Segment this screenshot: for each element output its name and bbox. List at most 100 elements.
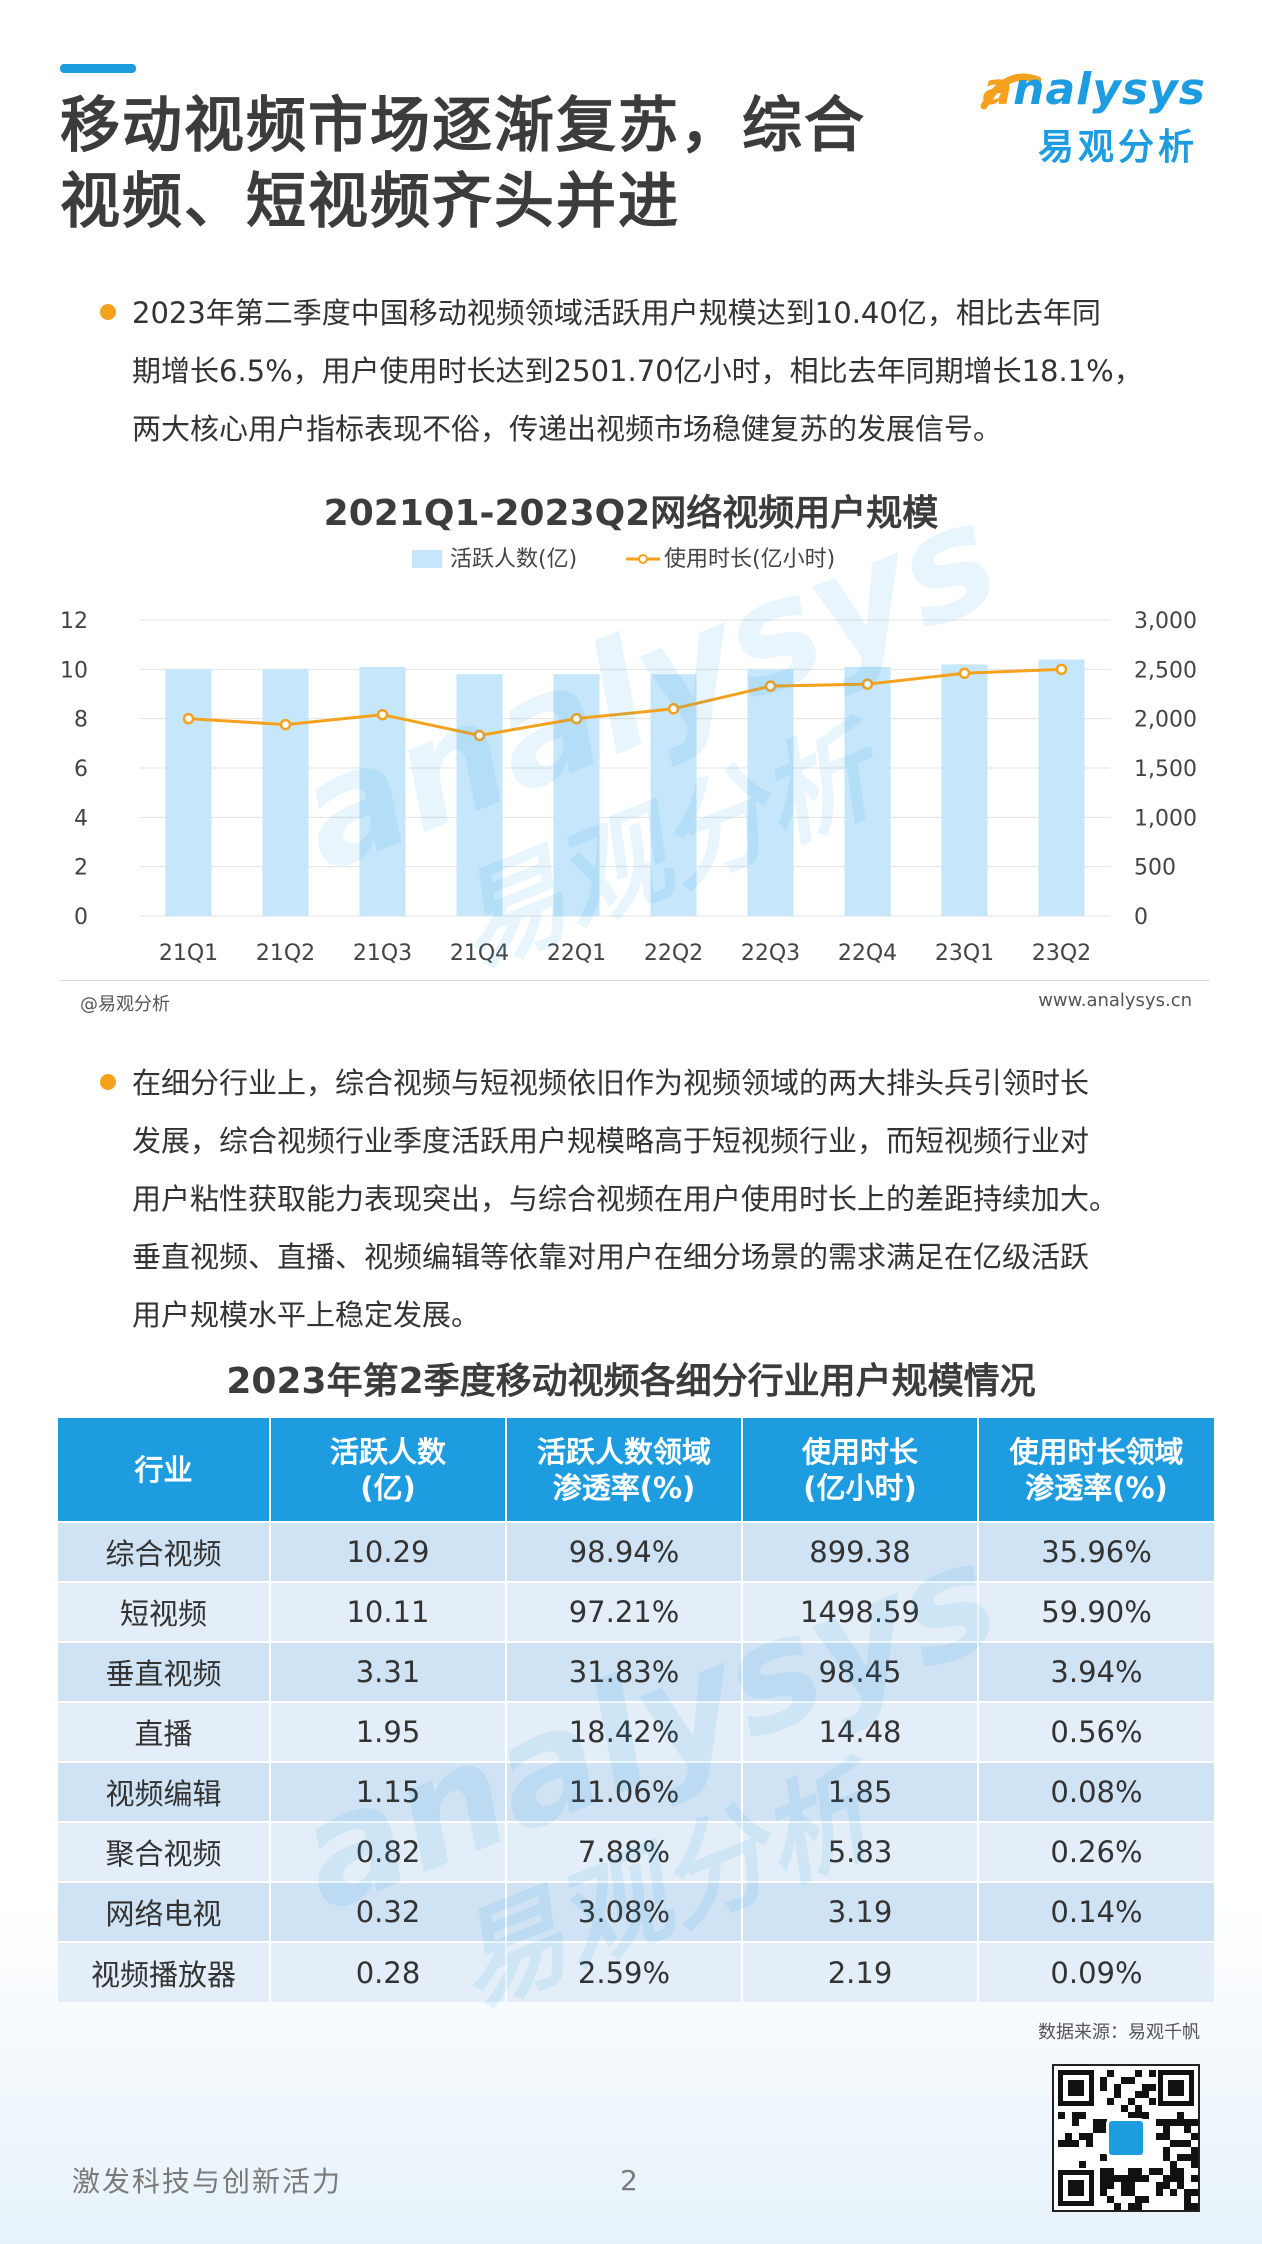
table-cell-usage-time: 5.83 <box>742 1821 979 1882</box>
qr-module <box>1128 2077 1135 2084</box>
table-cell-usage-penetration: 59.90% <box>978 1581 1214 1642</box>
qr-module <box>1107 2168 1114 2175</box>
qr-module <box>1135 2070 1142 2077</box>
header-active-penetration: 活跃人数领域 渗透率(%) <box>506 1418 743 1522</box>
table-row: 综合视频 10.29 98.94% 899.38 35.96% <box>58 1521 1214 1582</box>
qr-module <box>1177 2154 1184 2161</box>
table-cell-active-penetration: 3.08% <box>506 1881 743 1942</box>
qr-module <box>1093 2126 1100 2133</box>
x-tick-label: 23Q1 <box>935 941 994 966</box>
qr-module <box>1184 2154 1191 2161</box>
qr-module <box>1177 2168 1184 2175</box>
footer-slogan: 激发科技与创新活力 <box>72 2165 343 2198</box>
bar-22Q1 <box>553 674 600 916</box>
chart-source-url[interactable]: www.analysys.cn <box>1038 990 1192 1011</box>
qr-module <box>1100 2084 1107 2091</box>
table-cell-active-penetration: 97.21% <box>506 1581 743 1642</box>
qr-module <box>1170 2161 1177 2168</box>
qr-module <box>1093 2119 1100 2126</box>
paragraph-1-line: 2023年第二季度中国移动视频领域活跃用户规模达到10.40亿，相比去年同 <box>132 296 1101 330</box>
chart-source-left: @易观分析 <box>80 994 170 1015</box>
table-cell-usage-time: 98.45 <box>742 1641 979 1702</box>
bar-21Q3 <box>359 666 406 916</box>
table-row: 网络电视 0.32 3.08% 3.19 0.14% <box>58 1881 1214 1942</box>
qr-module <box>1177 2112 1184 2119</box>
line-point-22Q4 <box>861 678 874 690</box>
qr-module <box>1163 2119 1170 2126</box>
table-cell-usage-time: 14.48 <box>742 1701 979 1762</box>
table-cell-industry: 网络电视 <box>58 1881 271 1942</box>
page-title: 移动视频市场逐渐复苏，综合 视频、短视频齐头并进 <box>60 88 960 240</box>
y-left-tick-label: 10 <box>60 658 88 683</box>
bullet-dot-1 <box>100 304 116 320</box>
qr-code[interactable] <box>1052 2064 1200 2212</box>
y-left-tick-label: 4 <box>74 806 88 831</box>
qr-module <box>1100 2175 1107 2182</box>
title-accent-bar <box>60 64 136 73</box>
table-row: 短视频 10.11 97.21% 1498.59 59.90% <box>58 1581 1214 1642</box>
qr-module <box>1191 2175 1198 2182</box>
y-right-tick-label: 500 <box>1134 856 1176 881</box>
line-point-22Q2 <box>667 703 680 715</box>
table-cell-industry: 短视频 <box>58 1581 271 1642</box>
table-cell-usage-penetration: 3.94% <box>978 1641 1214 1702</box>
table-row: 视频编辑 1.15 11.06% 1.85 0.08% <box>58 1761 1214 1822</box>
qr-module <box>1128 2112 1135 2119</box>
table-cell-usage-penetration: 0.26% <box>978 1821 1214 1882</box>
header-usage-time: 使用时长 (亿小时) <box>742 1418 979 1522</box>
bar-23Q2 <box>1038 659 1085 916</box>
line-point-23Q1 <box>958 667 971 680</box>
table-cell-industry: 聚合视频 <box>58 1821 271 1882</box>
bar-22Q3 <box>747 669 794 916</box>
qr-module <box>1128 2098 1135 2105</box>
qr-module <box>1100 2154 1107 2161</box>
table-cell-usage-penetration: 0.14% <box>978 1881 1214 1942</box>
paragraph-1-line: 两大核心用户指标表现不俗，传递出视频市场稳健复苏的发展信号。 <box>132 412 1003 446</box>
table-cell-active-users: 0.28 <box>270 1941 507 2002</box>
table-cell-industry: 综合视频 <box>58 1521 271 1582</box>
x-tick-label: 22Q2 <box>644 941 703 966</box>
qr-module <box>1142 2084 1149 2091</box>
legend-label: 使用时长(亿小时) <box>664 547 835 572</box>
line-point-23Q2 <box>1055 663 1068 676</box>
table-cell-active-penetration: 18.42% <box>506 1701 743 1762</box>
header-industry: 行业 <box>58 1418 271 1522</box>
qr-module <box>1170 2175 1177 2182</box>
qr-module <box>1163 2182 1170 2189</box>
qr-module <box>1107 2175 1114 2182</box>
paragraph-2-line: 在细分行业上，综合视频与短视频依旧作为视频领域的两大排头兵引领时长 <box>132 1066 1090 1100</box>
qr-module <box>1170 2189 1177 2196</box>
qr-module <box>1114 2084 1121 2091</box>
qr-module <box>1149 2070 1156 2077</box>
qr-module <box>1121 2077 1128 2084</box>
qr-module <box>1128 2175 1135 2182</box>
header-active-users: 活跃人数 (亿) <box>270 1418 507 1522</box>
y-left-tick-label: 12 <box>60 609 88 634</box>
qr-finder-icon <box>1058 2070 1094 2106</box>
qr-module <box>1065 2133 1072 2140</box>
qr-module <box>1135 2196 1142 2203</box>
y-left-tick-label: 8 <box>74 708 88 733</box>
qr-module <box>1156 2133 1163 2140</box>
bar-22Q4 <box>844 666 891 916</box>
chart-svg: 活跃人数(亿) 使用时长(亿小时) 0 2 4 6 8 10 12 0 500 1,000 1,500 2… <box>60 547 1197 966</box>
line-point-21Q3 <box>376 708 389 721</box>
qr-module <box>1135 2091 1142 2098</box>
qr-module <box>1156 2119 1163 2126</box>
table-cell-active-penetration: 31.83% <box>506 1641 743 1702</box>
qr-module <box>1163 2126 1170 2133</box>
paragraph-2-line: 发展，综合视频行业季度活跃用户规模略高于短视频行业，而短视频行业对 <box>132 1124 1090 1158</box>
qr-module <box>1191 2189 1198 2196</box>
qr-center-logo-icon <box>1106 2118 1146 2158</box>
user-scale-chart: 活跃人数(亿) 使用时长(亿小时) 0 2 4 6 8 10 12 0 500 1,000 1,500 2… <box>40 540 1220 980</box>
qr-module <box>1100 2126 1107 2133</box>
table-cell-usage-time: 1.85 <box>742 1761 979 1822</box>
qr-module <box>1107 2182 1114 2189</box>
qr-module <box>1170 2119 1177 2126</box>
table-cell-active-users: 0.32 <box>270 1881 507 1942</box>
line-point-21Q2 <box>279 718 292 731</box>
qr-module <box>1100 2119 1107 2126</box>
qr-module <box>1184 2189 1191 2196</box>
table-cell-active-penetration: 2.59% <box>506 1941 743 2002</box>
line-point-21Q1 <box>182 712 195 725</box>
